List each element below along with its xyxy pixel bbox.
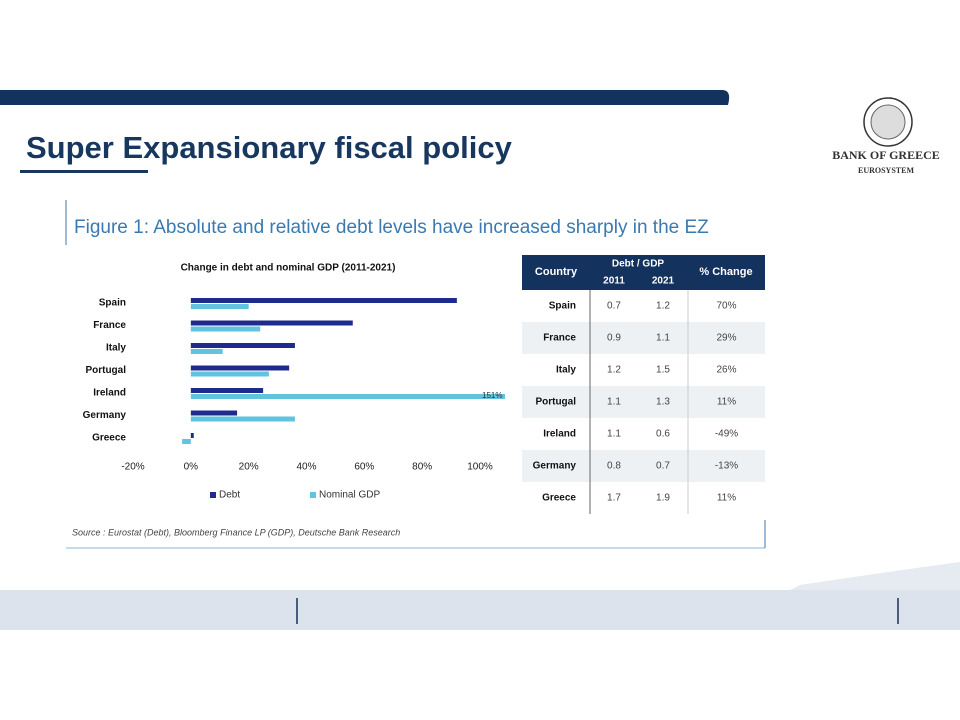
table-row xyxy=(522,450,765,482)
table-cell: -13% xyxy=(715,461,738,472)
bar xyxy=(190,394,505,399)
table-cell: 1.1 xyxy=(607,429,621,440)
slide-title: Super Expansionary fiscal policy xyxy=(26,130,513,165)
bar xyxy=(190,416,295,422)
table-cell: 1.9 xyxy=(656,493,670,504)
bar xyxy=(190,349,223,354)
category-label: Portugal xyxy=(85,365,126,376)
bottom-band xyxy=(0,590,960,630)
category-label: Germany xyxy=(83,410,127,421)
table-cell: Italy xyxy=(556,365,576,376)
table-row xyxy=(522,354,765,386)
bar xyxy=(182,439,191,444)
table-header-cell: Country xyxy=(535,266,578,278)
category-label: Spain xyxy=(99,298,126,309)
category-label: Italy xyxy=(106,343,126,354)
logo: BANK OF GREECE EUROSYSTEM xyxy=(832,97,940,175)
table-cell: 1.3 xyxy=(656,397,670,408)
table-cell: 0.7 xyxy=(656,461,670,472)
table-cell: 1.5 xyxy=(656,365,670,376)
legend-label: Debt xyxy=(219,490,240,501)
x-tick-label: 60% xyxy=(354,462,374,473)
table-row xyxy=(522,290,765,322)
table-cell: 0.9 xyxy=(607,333,621,344)
title-underline xyxy=(20,170,148,173)
bar xyxy=(190,388,264,393)
x-tick-label: 80% xyxy=(412,462,432,473)
x-tick-label: 20% xyxy=(239,462,259,473)
x-tick-label: 40% xyxy=(296,462,316,473)
table-cell: 1.1 xyxy=(656,333,670,344)
top-band xyxy=(0,90,730,105)
bar xyxy=(190,326,261,332)
source: Source : Eurostat (Debt), Bloomberg Fina… xyxy=(72,527,400,537)
table-cell: Portugal xyxy=(535,397,576,408)
bottom-wave xyxy=(790,562,960,590)
table-cell: 29% xyxy=(716,333,736,344)
x-tick-label: 100% xyxy=(467,462,493,473)
chart-title: Change in debt and nominal GDP (2011-202… xyxy=(181,263,396,274)
table-cell: Greece xyxy=(542,493,576,504)
table-cell: Spain xyxy=(549,301,576,312)
category-label: France xyxy=(93,320,126,331)
table-cell: -49% xyxy=(715,429,738,440)
table-row xyxy=(522,386,765,418)
logo-emblem-inner xyxy=(870,104,906,140)
data-label: 151% xyxy=(482,391,502,400)
bar xyxy=(190,371,269,377)
bar xyxy=(190,304,249,309)
table-cell: 70% xyxy=(716,301,736,312)
bar xyxy=(190,410,238,416)
x-tick-label: -20% xyxy=(121,462,144,473)
table-cell: 26% xyxy=(716,365,736,376)
logo-emblem xyxy=(863,97,913,147)
table-cell: France xyxy=(543,333,576,344)
bar xyxy=(190,298,457,303)
table-cell: 1.7 xyxy=(607,493,621,504)
logo-name: BANK OF GREECE xyxy=(832,148,940,162)
x-tick-label: 0% xyxy=(184,462,199,473)
table-cell: Germany xyxy=(533,461,577,472)
table-row xyxy=(522,418,765,450)
table-cell: 11% xyxy=(717,397,736,408)
table-cell: 1.1 xyxy=(607,397,621,408)
table-cell: 11% xyxy=(717,493,736,504)
table-cell: 0.6 xyxy=(656,429,670,440)
table-cell: 0.8 xyxy=(607,461,621,472)
bar xyxy=(190,320,353,326)
category-label: Ireland xyxy=(93,388,126,399)
legend-label: Nominal GDP xyxy=(319,490,380,501)
table-subheader-cell: 2011 xyxy=(603,276,625,287)
table-header xyxy=(522,255,765,290)
table-cell: 0.7 xyxy=(607,301,621,312)
table-cell: 1.2 xyxy=(656,301,670,312)
table-header-cell: % Change xyxy=(699,266,752,278)
table-row xyxy=(522,482,765,514)
bar xyxy=(190,365,290,371)
bar xyxy=(190,433,194,438)
logo-subtitle: EUROSYSTEM xyxy=(858,166,914,175)
plot-area xyxy=(182,298,505,444)
legend-swatch xyxy=(210,492,216,498)
table-subheader-cell: 2021 xyxy=(652,276,675,287)
bar xyxy=(190,343,295,348)
table-row xyxy=(522,322,765,354)
category-label: Greece xyxy=(92,433,126,444)
table-cell: Ireland xyxy=(543,429,576,440)
table-cell: 1.2 xyxy=(607,365,621,376)
table-header-cell: Debt / GDP xyxy=(612,259,665,270)
figure-title: Figure 1: Absolute and relative debt lev… xyxy=(74,217,709,238)
legend-swatch xyxy=(310,492,316,498)
